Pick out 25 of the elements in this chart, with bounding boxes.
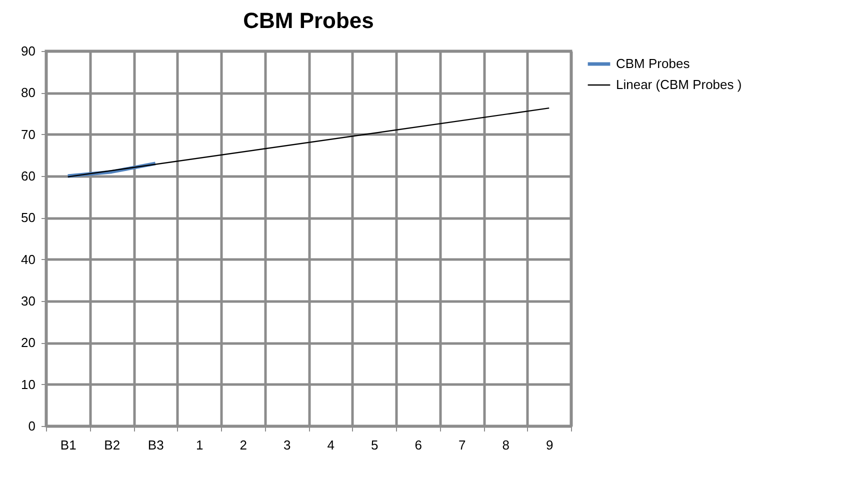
y-tick-label: 40 [21,252,36,267]
y-tick-label: 20 [21,335,36,350]
x-tick-label: 3 [284,438,291,452]
y-tick-label: 10 [21,376,36,392]
y-tick-label: 90 [21,44,36,58]
chart-title: CBM Probes [243,8,374,33]
legend-label: CBM Probes [616,56,690,71]
y-tick-label: 50 [21,210,36,226]
y-tick-label: 80 [21,85,36,100]
y-tick-label: 30 [21,294,36,308]
legend-label: Linear (CBM Probes ) [616,77,742,92]
y-tick-label: 0 [28,418,36,434]
x-tick-label: 5 [371,438,378,452]
x-tick-label: 1 [196,438,204,452]
x-tick-label: 2 [240,438,247,452]
x-tick-label: 6 [414,438,422,452]
y-tick-label: 70 [21,126,36,142]
x-tick-label: 9 [546,438,554,452]
x-tick-label: B3 [148,438,164,452]
x-tick-label: 7 [458,438,466,452]
x-tick-label: 4 [327,438,334,452]
x-tick-label: B2 [104,438,120,452]
y-tick-label: 60 [21,168,36,184]
x-tick-label: B1 [60,438,76,452]
x-tick-label: 8 [502,438,510,452]
